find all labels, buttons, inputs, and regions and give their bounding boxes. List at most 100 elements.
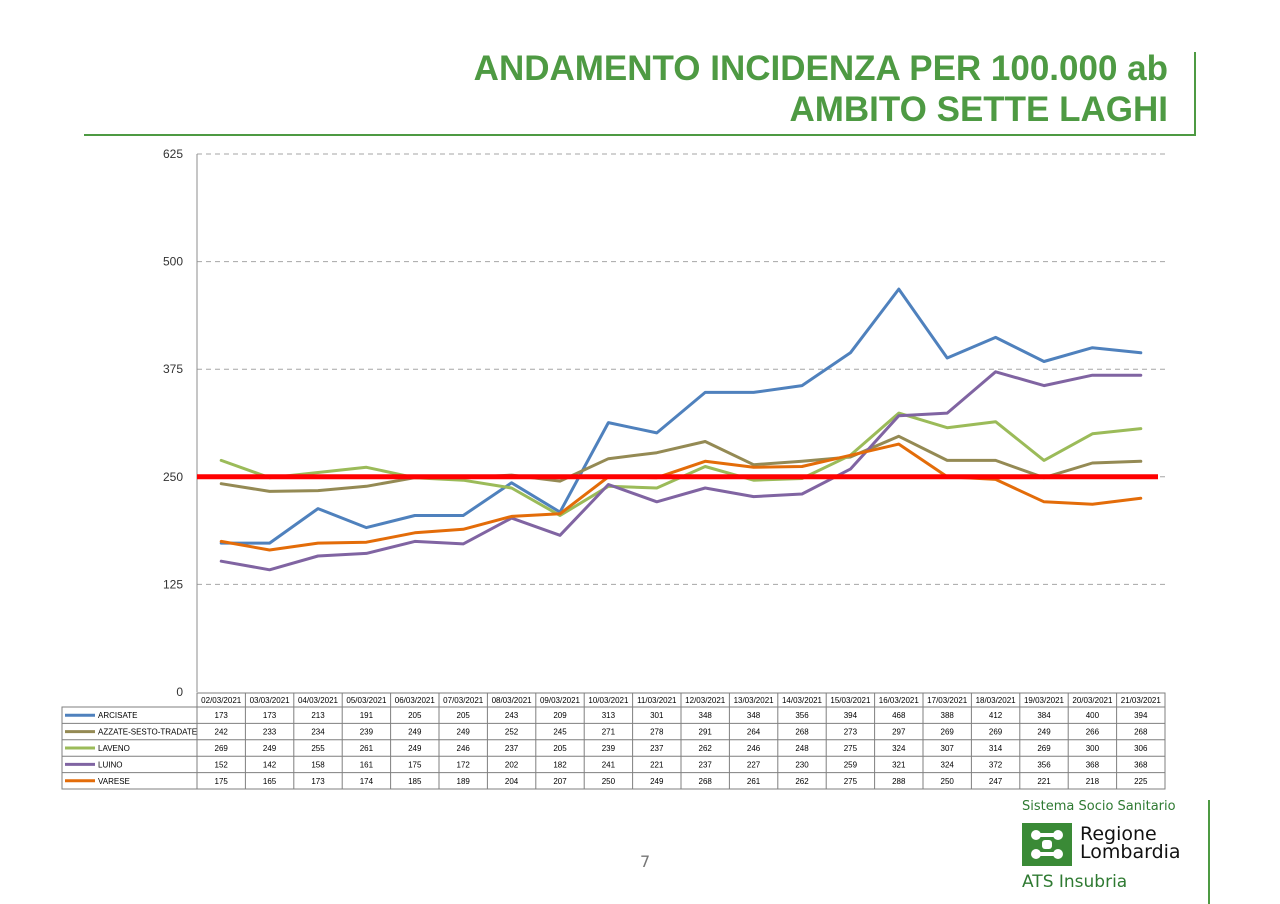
data-label: 261 [360,744,374,753]
data-label: 239 [360,728,374,737]
data-label: 175 [408,760,422,769]
data-label: 213 [311,711,325,720]
data-label: 230 [795,760,809,769]
data-label: 268 [699,777,713,786]
data-label: 202 [505,760,519,769]
y-tick-label: 125 [163,577,183,591]
data-label: 242 [215,728,229,737]
data-label: 268 [1134,728,1148,737]
data-label: 306 [1134,744,1148,753]
data-label: 225 [1134,777,1148,786]
data-label: 249 [263,744,277,753]
data-label: 227 [747,760,761,769]
data-label: 275 [844,777,858,786]
x-tick-label: 11/03/2021 [637,696,677,705]
data-label: 237 [699,760,713,769]
data-label: 259 [844,760,858,769]
data-label: 173 [215,711,229,720]
data-label: 209 [553,711,567,720]
data-label: 218 [1086,777,1100,786]
axes: 0 125 250 375 500 625 [163,147,198,699]
data-label: 247 [989,777,1003,786]
data-label: 348 [747,711,761,720]
data-label: 239 [602,744,616,753]
data-label: 249 [650,777,664,786]
data-label: 249 [457,728,471,737]
data-label: 275 [844,744,858,753]
x-tick-label: 16/03/2021 [879,696,920,705]
x-tick-label: 15/03/2021 [830,696,871,705]
data-label: 324 [941,760,955,769]
data-label: 314 [989,744,1003,753]
data-label: 243 [505,711,519,720]
data-label: 324 [892,744,906,753]
x-tick-label: 12/03/2021 [685,696,726,705]
data-label: 245 [553,728,567,737]
series-lines [219,287,1143,572]
data-label: 255 [311,744,325,753]
x-tick-label: 19/03/2021 [1024,696,1065,705]
x-tick-label: 10/03/2021 [588,696,629,705]
data-label: 307 [941,744,955,753]
data-label: 356 [1037,760,1051,769]
data-label: 269 [1037,744,1051,753]
data-label: 288 [892,777,906,786]
x-tick-label: 07/03/2021 [443,696,484,705]
data-label: 348 [699,711,713,720]
data-label: 262 [795,777,809,786]
data-label: 271 [602,728,616,737]
x-tick-label: 06/03/2021 [395,696,436,705]
data-label: 264 [747,728,761,737]
x-tick-label: 17/03/2021 [927,696,968,705]
x-tick-label: 13/03/2021 [734,696,775,705]
system-label: Sistema Socio Sanitario [1022,799,1176,814]
y-tick-label: 0 [176,685,183,699]
data-label: 321 [892,760,906,769]
series-line-varese [219,442,1143,552]
data-label: 269 [941,728,955,737]
x-tick-label: 20/03/2021 [1072,696,1113,705]
legend-entry: LUINO [98,760,122,769]
x-tick-label: 04/03/2021 [298,696,339,705]
data-label: 250 [602,777,616,786]
data-label: 234 [311,728,325,737]
data-label: 356 [795,711,809,720]
gridlines [197,153,1165,585]
data-label: 394 [1134,711,1148,720]
x-tick-label: 03/03/2021 [250,696,291,705]
y-tick-label: 375 [163,362,183,376]
legend-entry: ARCISATE [98,711,137,720]
data-label: 388 [941,711,955,720]
data-label: 189 [457,777,471,786]
data-label: 262 [699,744,713,753]
legend-entry: VARESE [98,777,130,786]
data-label: 268 [795,728,809,737]
data-label: 368 [1134,760,1148,769]
data-label: 173 [311,777,325,786]
data-label: 400 [1086,711,1100,720]
data-label: 233 [263,728,277,737]
data-label: 142 [263,760,277,769]
legend-entry: LAVENO [98,744,130,753]
data-label: 468 [892,711,906,720]
series-line-azzate-sesto-tradate [219,434,1143,493]
x-tick-label: 02/03/2021 [201,696,242,705]
data-label: 273 [844,728,858,737]
data-label: 248 [795,744,809,753]
y-tick-label: 250 [163,470,183,484]
y-tick-label: 625 [163,147,183,161]
x-tick-label: 05/03/2021 [346,696,387,705]
data-label: 297 [892,728,906,737]
data-label: 368 [1086,760,1100,769]
data-table: 02/03/2021 03/03/2021 04/03/2021 05/03/2021… [61,692,1166,790]
data-label: 182 [553,760,567,769]
x-tick-label: 18/03/2021 [976,696,1017,705]
title-vertical-rule [1194,52,1196,134]
data-label: 221 [1037,777,1051,786]
legend-entry: AZZATE-SESTO-TRADATE [98,728,197,737]
data-label: 269 [215,744,229,753]
data-label: 249 [408,744,422,753]
data-label: 175 [215,777,229,786]
data-label: 237 [505,744,519,753]
